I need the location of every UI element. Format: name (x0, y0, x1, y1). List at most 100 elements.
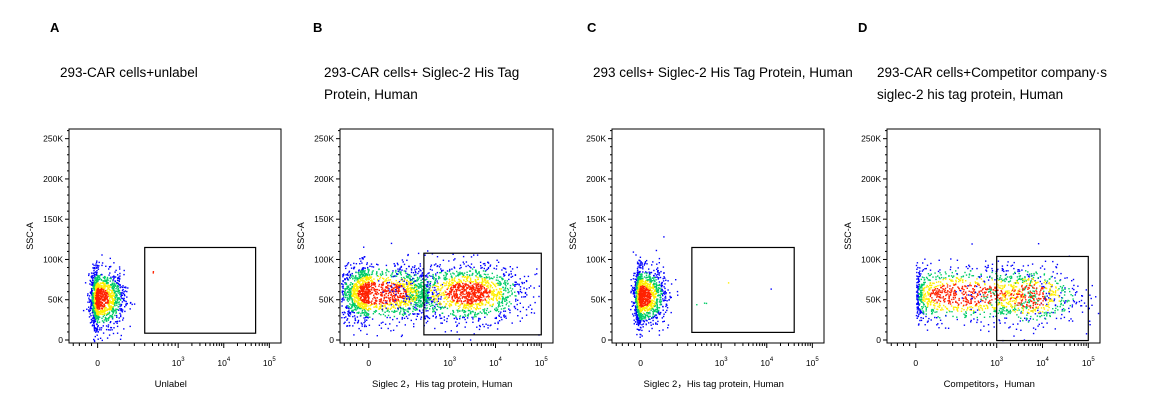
event-point (105, 293, 107, 296)
event-point (345, 316, 347, 318)
event-point (443, 307, 445, 309)
event-point (655, 274, 658, 276)
event-point (373, 290, 376, 292)
event-point (416, 288, 418, 291)
event-point (350, 290, 352, 292)
event-point (363, 299, 365, 301)
event-point (466, 277, 469, 279)
event-point (112, 279, 114, 281)
event-point (412, 298, 414, 301)
event-point (425, 290, 427, 293)
event-point (373, 302, 376, 304)
event-point (368, 283, 371, 285)
event-point (395, 288, 398, 290)
event-point (359, 263, 361, 265)
event-point (96, 274, 98, 277)
event-point (107, 329, 110, 331)
event-point (402, 292, 405, 295)
event-point (448, 296, 450, 299)
event-point (420, 296, 422, 298)
event-point (404, 289, 406, 291)
event-point (440, 268, 442, 270)
event-point (483, 273, 486, 275)
event-point (386, 281, 388, 284)
x-axis-label: Siglec 2，His tag protein, Human (644, 379, 784, 390)
event-point (468, 270, 471, 272)
event-point (369, 316, 371, 318)
event-point (112, 280, 114, 282)
event-point (387, 290, 389, 292)
event-point (439, 303, 441, 306)
event-point (393, 283, 396, 285)
event-point (353, 295, 355, 297)
event-point (415, 272, 417, 274)
event-point (346, 264, 348, 267)
event-point (341, 317, 343, 319)
event-point (419, 306, 421, 308)
event-point (348, 288, 350, 291)
event-point (363, 288, 365, 290)
event-point (474, 313, 476, 315)
event-point (487, 261, 489, 263)
event-point (362, 312, 364, 314)
event-point (527, 275, 530, 278)
event-point (361, 289, 363, 292)
event-point (378, 313, 380, 315)
event-point (368, 289, 371, 291)
event-point (498, 284, 500, 286)
event-point (460, 280, 462, 282)
event-point (451, 298, 453, 300)
event-point (405, 315, 408, 318)
event-point (443, 278, 446, 281)
event-point (119, 293, 121, 296)
event-point (427, 296, 429, 298)
event-point (410, 269, 413, 271)
event-point (364, 297, 366, 300)
event-point (90, 300, 92, 303)
event-point (352, 310, 354, 313)
event-point (443, 301, 445, 303)
event-point (471, 302, 473, 305)
event-point (439, 301, 441, 303)
event-point (398, 283, 401, 285)
event-point (367, 314, 369, 317)
event-point (364, 299, 367, 301)
event-point (456, 283, 459, 285)
event-point (382, 321, 384, 323)
event-point (369, 275, 371, 277)
event-point (110, 327, 113, 329)
event-point (418, 270, 420, 273)
event-point (389, 297, 392, 299)
event-point (372, 282, 375, 284)
event-point (427, 282, 429, 284)
event-point (488, 291, 490, 293)
event-point (356, 285, 359, 288)
event-point (487, 262, 490, 264)
event-point (661, 281, 663, 284)
event-point (404, 303, 406, 305)
event-point (468, 313, 470, 315)
event-point (395, 271, 397, 273)
event-point (435, 273, 437, 275)
event-point (383, 294, 386, 296)
event-point (490, 292, 492, 294)
event-point (483, 278, 486, 280)
event-point (479, 289, 481, 292)
event-point (509, 287, 512, 289)
event-point (445, 272, 447, 274)
event-point (453, 286, 456, 289)
event-point (354, 289, 357, 291)
event-point (422, 281, 424, 283)
event-point (105, 317, 107, 319)
event-point (355, 305, 358, 307)
event-point (354, 288, 357, 290)
event-point (480, 292, 482, 295)
event-point (478, 283, 480, 285)
event-point (93, 307, 96, 310)
event-point (433, 301, 436, 304)
event-point (365, 307, 367, 310)
event-point (102, 321, 105, 323)
event-point (414, 286, 417, 288)
event-point (413, 297, 415, 299)
event-point (410, 279, 412, 281)
